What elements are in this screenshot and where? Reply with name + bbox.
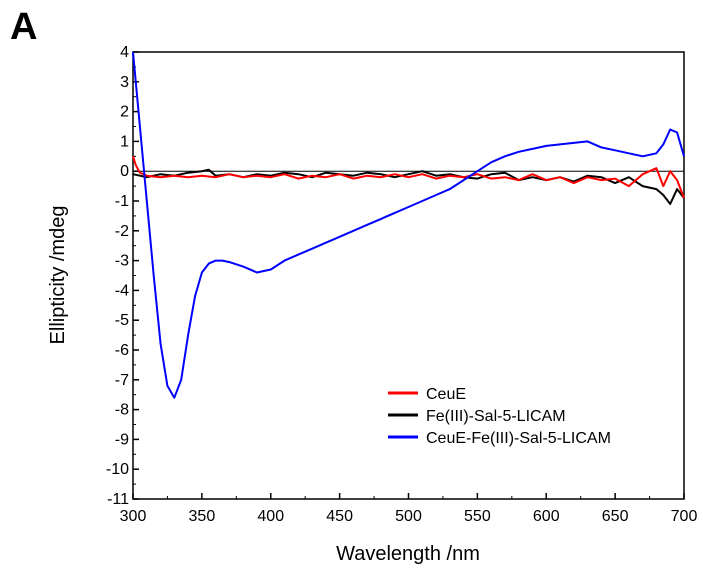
x-tick-label: 400 [257, 508, 284, 525]
y-tick-label: -2 [115, 223, 129, 240]
legend-label: Fe(III)-Sal-5-LICAM [426, 408, 566, 425]
legend-label: CeuE [426, 386, 466, 403]
y-tick-label: -9 [115, 431, 129, 448]
y-tick-label: -4 [115, 282, 129, 299]
x-tick-label: 300 [120, 508, 147, 525]
y-tick-label: -5 [115, 312, 129, 329]
x-tick-label: 350 [189, 508, 216, 525]
x-tick-label: 650 [602, 508, 629, 525]
legend: CeuE Fe(III)-Sal-5-LICAM CeuE-Fe(III)-Sal-… [388, 386, 611, 447]
x-tick-label: 550 [464, 508, 491, 525]
panel-label: A [10, 6, 38, 48]
series-line [132, 168, 685, 205]
x-tick-label: 450 [326, 508, 353, 525]
axes: 300 350 400 450 500 550 600 650 700 4 3 2 1 0 -1 -2 -3 -4… [106, 44, 698, 525]
y-tick-label: 4 [120, 44, 129, 61]
x-tick-label: 700 [671, 508, 698, 525]
y-tick-label: 0 [120, 163, 129, 180]
y-tick-label: 1 [120, 133, 129, 150]
legend-label: CeuE-Fe(III)-Sal-5-LICAM [426, 430, 611, 447]
y-tick-label: -6 [115, 342, 129, 359]
y-tick-label: -10 [106, 461, 129, 478]
y-tick-label: -3 [115, 253, 129, 270]
y-tick-label: 3 [120, 74, 129, 91]
series-lines [132, 51, 685, 399]
x-axis-label: Wavelength /nm [336, 543, 480, 565]
series-line [132, 155, 685, 199]
x-tick-label: 500 [395, 508, 422, 525]
y-axis-label: Ellipticity /mdeg [47, 206, 69, 345]
series-line [132, 51, 685, 399]
y-tick-label: 2 [120, 104, 129, 121]
y-tick-label: -11 [107, 491, 129, 508]
y-tick-label: -1 [115, 193, 129, 210]
y-tick-label: -7 [115, 372, 129, 389]
x-tick-label: 600 [533, 508, 560, 525]
y-tick-label: -8 [115, 402, 129, 419]
